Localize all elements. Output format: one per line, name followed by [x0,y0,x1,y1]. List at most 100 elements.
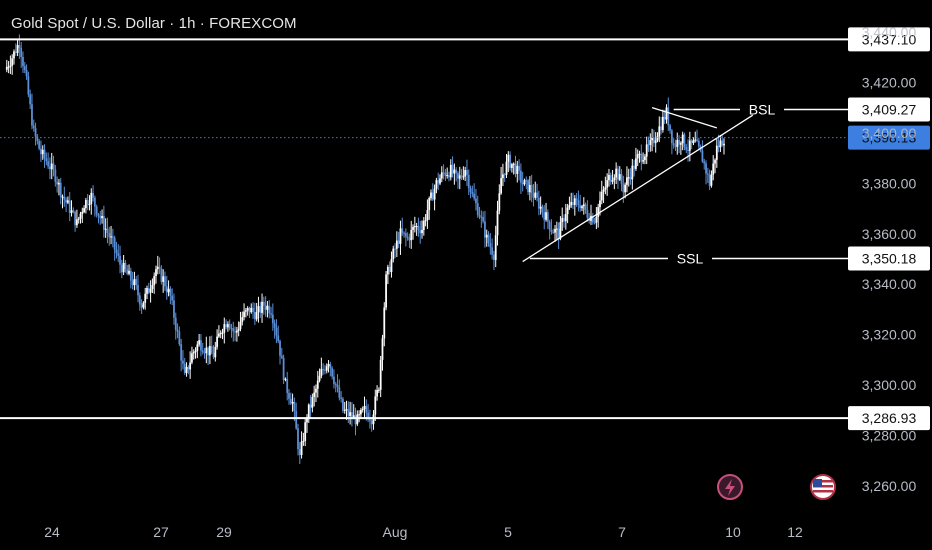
candle-body [284,378,287,380]
level-annotation-bsl: BSL [749,102,776,118]
candle-body [561,217,564,223]
candle-body [253,312,256,320]
candle-body [311,396,314,408]
candle-body [209,346,211,356]
y-tick-label: 3,400.00 [862,125,917,141]
candle-body [349,412,352,416]
candle-body [611,180,614,182]
candle-body [437,180,440,184]
candle-body [358,414,361,416]
candle-body [76,219,78,226]
candle-body [413,226,416,228]
y-tick-label: 3,300.00 [862,377,917,393]
candle-body [104,228,107,230]
x-tick-label: 29 [216,524,232,540]
candle-body [651,137,653,141]
candle-body [410,229,413,241]
candle-body [527,180,529,193]
candle-body [723,143,725,146]
lightning-bolt-icon[interactable] [717,474,743,500]
candle-body [658,126,661,137]
candle-body [467,174,470,189]
candle-body [31,104,33,126]
candle-body [325,366,328,371]
candle-body [295,410,298,429]
candle-body [528,184,531,193]
candle-body [119,255,121,265]
candle-body [81,211,84,214]
candle-body [552,231,555,233]
candle-body [519,170,522,183]
candle-body [385,274,387,308]
candle-body [428,198,431,211]
candle-body [721,140,724,146]
candle-body [360,410,362,415]
candle-body [708,174,711,186]
candle-body [676,139,679,147]
candle-body [83,208,85,212]
candle-body [419,230,422,234]
candle-body [169,288,172,296]
candle-body [147,288,150,293]
price-badge [848,246,930,271]
candle-body [512,163,515,165]
candle-body [216,336,219,347]
x-tick-label: 10 [725,524,741,540]
candle-body [223,324,226,333]
candle-body [117,253,120,256]
candle-body [270,313,272,315]
candle-body [196,344,199,351]
candle-body [510,164,513,168]
candle-body [449,164,452,178]
candle-body [638,153,641,155]
candle-body [692,140,695,144]
candle-body [584,204,587,210]
candle-body [14,51,17,53]
candle-body [49,166,51,170]
candle-body [383,307,386,339]
candle-body [674,145,677,147]
candle-body [696,139,698,141]
candle-body [363,405,366,410]
candle-body [239,321,242,329]
candle-body [128,270,130,274]
x-tick-label: Aug [383,524,408,540]
candle-body [252,307,254,313]
candle-body [13,51,15,59]
candle-body [570,201,573,206]
candle-body [591,215,594,223]
candle-body [374,396,377,415]
candle-body [534,192,537,198]
trendline-resistance [651,107,718,129]
candle-body [408,237,411,241]
candle-body [322,368,325,370]
candle-body [717,145,720,148]
candle-body [264,305,267,310]
candle-body [16,45,19,53]
candle-body [88,204,91,206]
candle-body [493,254,495,261]
candle-body [687,149,689,151]
candle-body [694,139,697,141]
candle-body [390,259,393,273]
candle-body [110,236,112,238]
candle-body [138,295,141,305]
candle-body [683,134,686,147]
candle-body [439,178,441,184]
candle-body [595,216,598,223]
candle-body [424,220,427,222]
candle-body [84,200,87,209]
us-flag-icon[interactable] [810,474,836,500]
y-tick-label: 3,320.00 [862,327,917,343]
candle-body [178,331,181,344]
y-tick-label: 3,380.00 [862,175,917,191]
candle-body [471,192,474,194]
candle-body [403,232,405,234]
candle-body [392,248,395,260]
candle-body [388,266,391,273]
candle-body [629,177,632,180]
candle-body [201,350,204,353]
candle-body [67,200,69,203]
candle-body [604,187,607,190]
